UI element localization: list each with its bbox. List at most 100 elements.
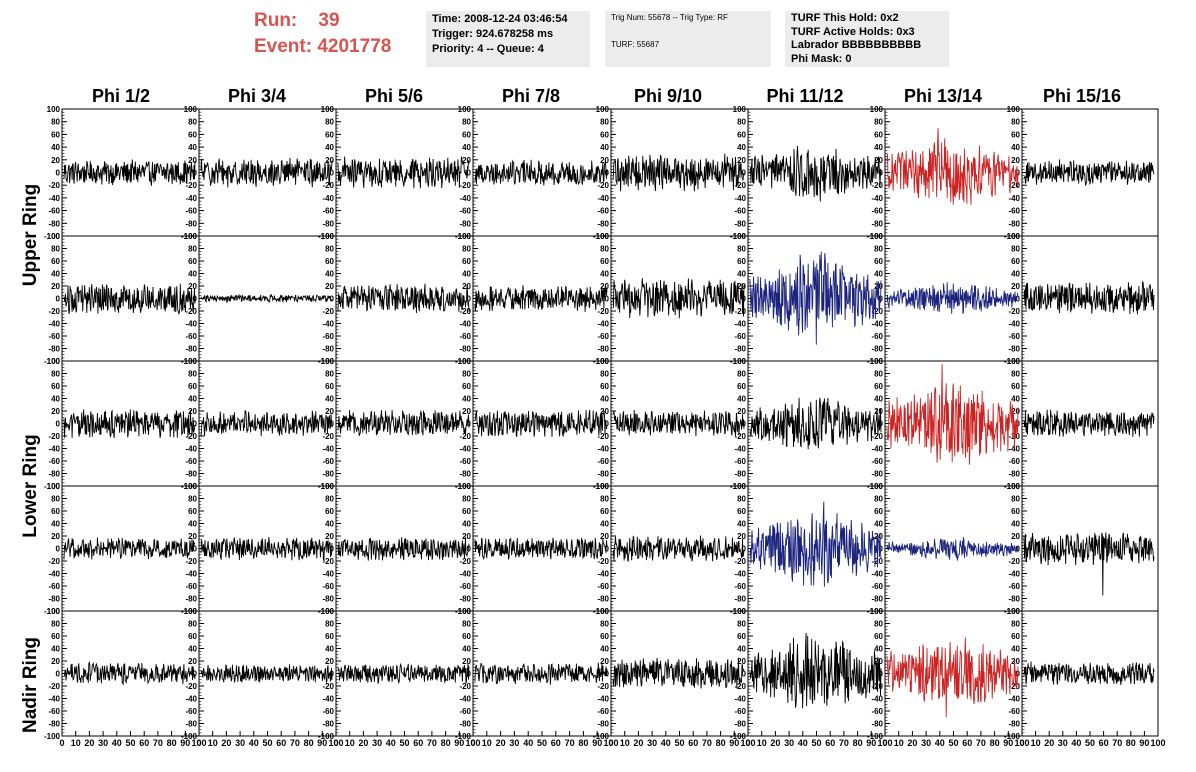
x-tick-label: 30	[98, 738, 108, 748]
y-tick-label: -100	[1004, 232, 1021, 241]
y-tick-label: -20	[871, 181, 883, 190]
y-tick-label: -60	[185, 582, 197, 591]
x-tick-label: 0	[333, 738, 338, 748]
y-tick-label: 100	[184, 232, 198, 241]
y-tick-label: -40	[597, 445, 609, 454]
event-line: Event: 4201778	[254, 34, 391, 60]
y-tick-label: 100	[458, 357, 472, 366]
x-tick-label: 80	[716, 738, 726, 748]
y-tick-label: 60	[325, 507, 334, 516]
y-tick-label: 20	[51, 532, 60, 541]
y-tick-label: 100	[47, 482, 61, 491]
y-tick-label: -20	[48, 557, 60, 566]
y-tick-label: -20	[597, 557, 609, 566]
y-tick-label: -20	[322, 307, 334, 316]
x-tick-label: 100	[465, 738, 480, 748]
y-tick-label: -100	[593, 732, 610, 741]
y-tick-label: -100	[44, 732, 61, 741]
y-tick-label: 100	[1007, 482, 1021, 491]
y-tick-label: -60	[871, 332, 883, 341]
y-tick-label: -20	[322, 432, 334, 441]
y-tick-label: 0	[193, 545, 198, 554]
waveform-trace	[886, 364, 1019, 465]
y-tick-label: -100	[455, 607, 472, 616]
column-header-phi-15-16: Phi 15/16	[1042, 86, 1122, 106]
y-tick-label: -80	[459, 720, 471, 729]
y-tick-label: 80	[462, 620, 471, 629]
y-tick-label: 20	[737, 532, 746, 541]
y-tick-label: -100	[1004, 482, 1021, 491]
y-tick-label: 40	[874, 143, 883, 152]
y-tick-label: 100	[733, 105, 747, 114]
column-header-phi-7-8: Phi 7/8	[501, 86, 561, 106]
y-tick-label: 60	[51, 382, 60, 391]
x-tick-label: 40	[112, 738, 122, 748]
y-tick-label: -40	[322, 194, 334, 203]
y-tick-label: -60	[1008, 457, 1020, 466]
y-tick-label: 60	[600, 507, 609, 516]
y-tick-label: 0	[193, 420, 198, 429]
x-tick-label: 70	[702, 738, 712, 748]
y-tick-label: -20	[48, 307, 60, 316]
y-tick-label: 60	[600, 632, 609, 641]
x-tick-label: 20	[1044, 738, 1054, 748]
y-tick-label: -20	[597, 432, 609, 441]
y-tick-label: 60	[325, 382, 334, 391]
y-tick-label: -80	[185, 595, 197, 604]
waveform-trace	[474, 537, 608, 560]
x-tick-label: 100	[328, 738, 343, 748]
waveform-trace	[886, 637, 1019, 718]
y-tick-label: -80	[1008, 595, 1020, 604]
y-tick-label: 60	[737, 382, 746, 391]
y-tick-label: -80	[322, 720, 334, 729]
waveform-trace	[886, 537, 1019, 561]
waveform-trace	[886, 128, 1019, 205]
y-tick-label: 60	[325, 257, 334, 266]
y-tick-label: -60	[1008, 707, 1020, 716]
y-tick-label: 100	[458, 482, 472, 491]
y-tick-label: -100	[867, 357, 884, 366]
y-tick-label: -80	[185, 720, 197, 729]
y-tick-label: -40	[597, 695, 609, 704]
waveform-trace	[63, 283, 196, 316]
y-tick-label: -60	[48, 582, 60, 591]
x-tick-label: 100	[1014, 738, 1029, 748]
y-tick-label: -60	[322, 707, 334, 716]
y-tick-label: -60	[185, 332, 197, 341]
y-tick-label: -80	[871, 595, 883, 604]
x-tick-label: 60	[551, 738, 561, 748]
y-tick-label: 80	[1011, 620, 1020, 629]
y-tick-label: 40	[874, 270, 883, 279]
y-tick-label: -100	[455, 357, 472, 366]
y-tick-label: -80	[1008, 720, 1020, 729]
y-tick-label: 80	[188, 370, 197, 379]
y-tick-label: -80	[1008, 345, 1020, 354]
y-tick-label: -60	[1008, 582, 1020, 591]
y-tick-label: 100	[733, 357, 747, 366]
y-tick-label: 100	[596, 232, 610, 241]
y-tick-label: 0	[467, 545, 472, 554]
y-tick-label: 100	[733, 482, 747, 491]
y-tick-label: -60	[597, 207, 609, 216]
y-tick-label: -40	[185, 570, 197, 579]
y-tick-label: -40	[459, 320, 471, 329]
y-tick-label: -40	[734, 320, 746, 329]
y-tick-label: 80	[1011, 370, 1020, 379]
y-tick-label: 0	[467, 295, 472, 304]
x-tick-label: 90	[592, 738, 602, 748]
y-tick-label: -40	[1008, 194, 1020, 203]
x-tick-label: 80	[578, 738, 588, 748]
x-tick-label: 20	[358, 738, 368, 748]
y-tick-label: -80	[459, 345, 471, 354]
y-tick-label: 60	[1011, 632, 1020, 641]
y-tick-label: 20	[737, 657, 746, 666]
waveform-trace	[474, 285, 608, 312]
y-tick-label: -100	[593, 482, 610, 491]
y-tick-label: 0	[605, 295, 610, 304]
y-tick-label: -60	[322, 332, 334, 341]
x-tick-label: 30	[647, 738, 657, 748]
y-tick-label: -20	[734, 307, 746, 316]
y-tick-label: 60	[874, 257, 883, 266]
y-tick-label: -80	[1008, 470, 1020, 479]
trigger-text: Trigger: 924.678258 ms	[432, 28, 554, 40]
